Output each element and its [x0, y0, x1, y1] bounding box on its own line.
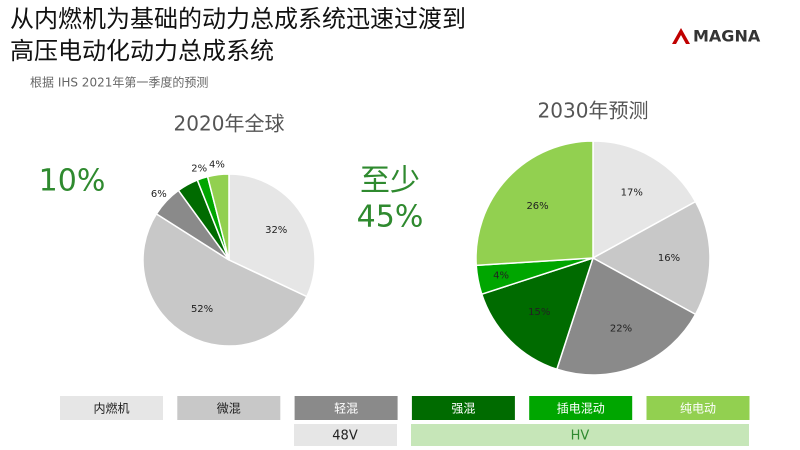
- data-label: 15%: [528, 307, 550, 318]
- data-label: 6%: [151, 189, 167, 200]
- logo: MAGNA: [672, 27, 761, 46]
- legend-swatch: [411, 396, 515, 420]
- data-label: 4%: [493, 271, 509, 282]
- logo-text: MAGNA: [693, 27, 761, 46]
- legend-swatch: [646, 396, 750, 420]
- data-label: 26%: [526, 201, 548, 212]
- legend-label: 内燃机: [93, 401, 129, 416]
- legend-label: 纯电动: [680, 402, 716, 416]
- group-bar: [294, 424, 397, 446]
- pie-slice: [475, 140, 594, 267]
- pie-slice: [142, 212, 308, 347]
- legend-swatch: [294, 396, 398, 420]
- chart-title: 2020年全球: [174, 112, 285, 136]
- pie-slice: [592, 140, 697, 260]
- data-label: 2%: [191, 163, 207, 174]
- title-line: 从内燃机为基础的动力总成系统迅速过渡到: [10, 5, 466, 33]
- group-label: HV: [571, 429, 590, 444]
- callout: 至少: [360, 164, 420, 199]
- callout: 10%: [39, 164, 106, 199]
- group-bar: [411, 424, 749, 446]
- legend-label: 插电混动: [557, 402, 605, 416]
- data-label: 17%: [621, 188, 643, 199]
- title-line: 高压电动化动力总成系统: [10, 37, 274, 65]
- legend-label: 强混: [451, 402, 475, 416]
- group-label: 48V: [332, 429, 358, 444]
- legend-label: 轻混: [334, 402, 358, 416]
- subtitle: 根据 IHS 2021年第一季度的预测: [30, 75, 208, 90]
- legend-label: 微混: [217, 402, 241, 416]
- legend-swatch: [60, 396, 163, 420]
- pie-slice: [228, 173, 316, 298]
- chart-title: 2030年预测: [538, 99, 649, 123]
- data-label: 16%: [658, 253, 680, 264]
- legend-swatch: [529, 396, 633, 420]
- data-label: 52%: [191, 304, 213, 315]
- callout: 45%: [357, 200, 424, 235]
- logo-icon: [676, 35, 686, 44]
- data-label: 32%: [265, 225, 287, 236]
- pie-slice: [555, 256, 697, 376]
- pie-slice: [206, 173, 230, 261]
- data-label: 4%: [209, 159, 225, 170]
- pie-slice: [591, 200, 711, 316]
- legend-swatch: [177, 396, 281, 420]
- data-label: 22%: [610, 324, 632, 335]
